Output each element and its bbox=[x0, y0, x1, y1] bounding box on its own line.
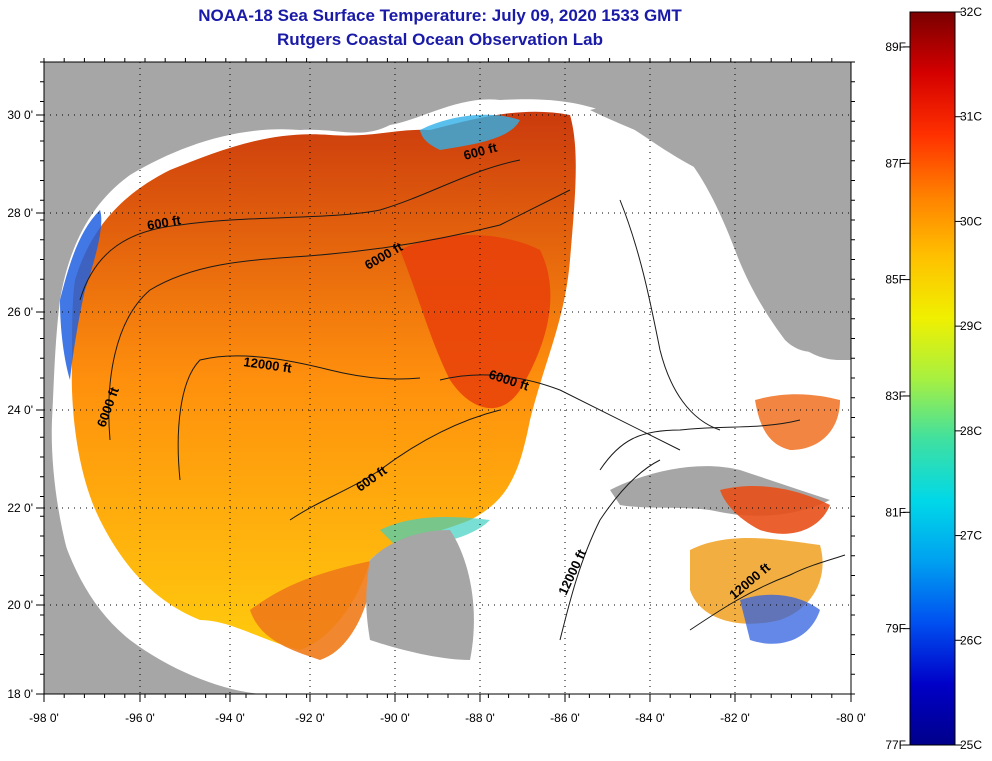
lon-tick-label: -98 0' bbox=[29, 711, 59, 725]
sst-cuba-north bbox=[755, 394, 840, 450]
colorbar-c-label: 27C bbox=[960, 529, 982, 543]
sst-caribbean-warm bbox=[720, 485, 830, 534]
lat-tick-label: 18 0' bbox=[7, 687, 33, 701]
yucatan-land bbox=[366, 530, 474, 660]
colorbar-celsius-ticks: 32C 31C 30C 29C 28C 27C 26C 25C bbox=[955, 5, 982, 752]
bathymetry-contours bbox=[79, 159, 846, 641]
lon-tick-label: -90 0' bbox=[380, 711, 410, 725]
lat-tick-label: 28 0' bbox=[7, 206, 33, 220]
lon-tick-label: -94 0' bbox=[215, 711, 245, 725]
lon-tick-label: -88 0' bbox=[465, 711, 495, 725]
colorbar-f-label: 83F bbox=[885, 389, 906, 403]
lon-tick-label: -86 0' bbox=[550, 711, 580, 725]
colorbar-fahrenheit-ticks: 89F 87F 85F 83F 81F 79F 77F bbox=[885, 40, 910, 752]
sst-caribbean-cool bbox=[740, 594, 820, 644]
lon-tick-label: -80 0' bbox=[836, 711, 866, 725]
florida-land bbox=[590, 80, 835, 352]
colorbar bbox=[909, 11, 956, 746]
colorbar-c-label: 28C bbox=[960, 424, 982, 438]
map-subtitle: Rutgers Coastal Ocean Observation Lab bbox=[277, 30, 603, 49]
latitude-axis: 30 0' 28 0' 26 0' 24 0' 22 0' 20 0' 18 0' bbox=[7, 61, 855, 701]
sst-cool-texas-coast bbox=[60, 210, 102, 380]
lat-tick-label: 26 0' bbox=[7, 305, 33, 319]
colorbar-f-label: 87F bbox=[885, 156, 906, 170]
colorbar-c-label: 30C bbox=[960, 214, 982, 228]
lat-tick-label: 30 0' bbox=[7, 108, 33, 122]
colorbar-f-label: 85F bbox=[885, 273, 906, 287]
lon-tick-label: -92 0' bbox=[295, 711, 325, 725]
graticule bbox=[44, 62, 851, 694]
colorbar-c-label: 26C bbox=[960, 633, 982, 647]
colorbar-f-label: 81F bbox=[885, 505, 906, 519]
colorbar-c-label: 31C bbox=[960, 110, 982, 124]
sst-yucatan bbox=[250, 560, 375, 660]
mexico-land bbox=[44, 470, 260, 694]
colorbar-f-label: 77F bbox=[885, 738, 906, 752]
lon-tick-label: -84 0' bbox=[635, 711, 665, 725]
colorbar-c-label: 25C bbox=[960, 738, 982, 752]
sst-cool-louisiana bbox=[420, 114, 520, 150]
lon-tick-label: -96 0' bbox=[125, 711, 155, 725]
lat-tick-label: 20 0' bbox=[7, 598, 33, 612]
lat-tick-label: 24 0' bbox=[7, 403, 33, 417]
contour-label: 12000 ft bbox=[243, 354, 294, 376]
colorbar-c-label: 29C bbox=[960, 319, 982, 333]
map-title: NOAA-18 Sea Surface Temperature: July 09… bbox=[198, 6, 682, 25]
longitude-axis: -98 0' -96 0' -94 0' -92 0' -90 0' -88 0' -86 … bbox=[29, 58, 866, 725]
colorbar-f-label: 89F bbox=[885, 40, 906, 54]
contour-label: 600 ft bbox=[146, 212, 183, 233]
lat-tick-label: 22 0' bbox=[7, 501, 33, 515]
colorbar-c-label: 32C bbox=[960, 5, 982, 19]
sst-hot-core bbox=[400, 235, 551, 409]
lon-tick-label: -82 0' bbox=[720, 711, 750, 725]
colorbar-f-label: 79F bbox=[885, 622, 906, 636]
